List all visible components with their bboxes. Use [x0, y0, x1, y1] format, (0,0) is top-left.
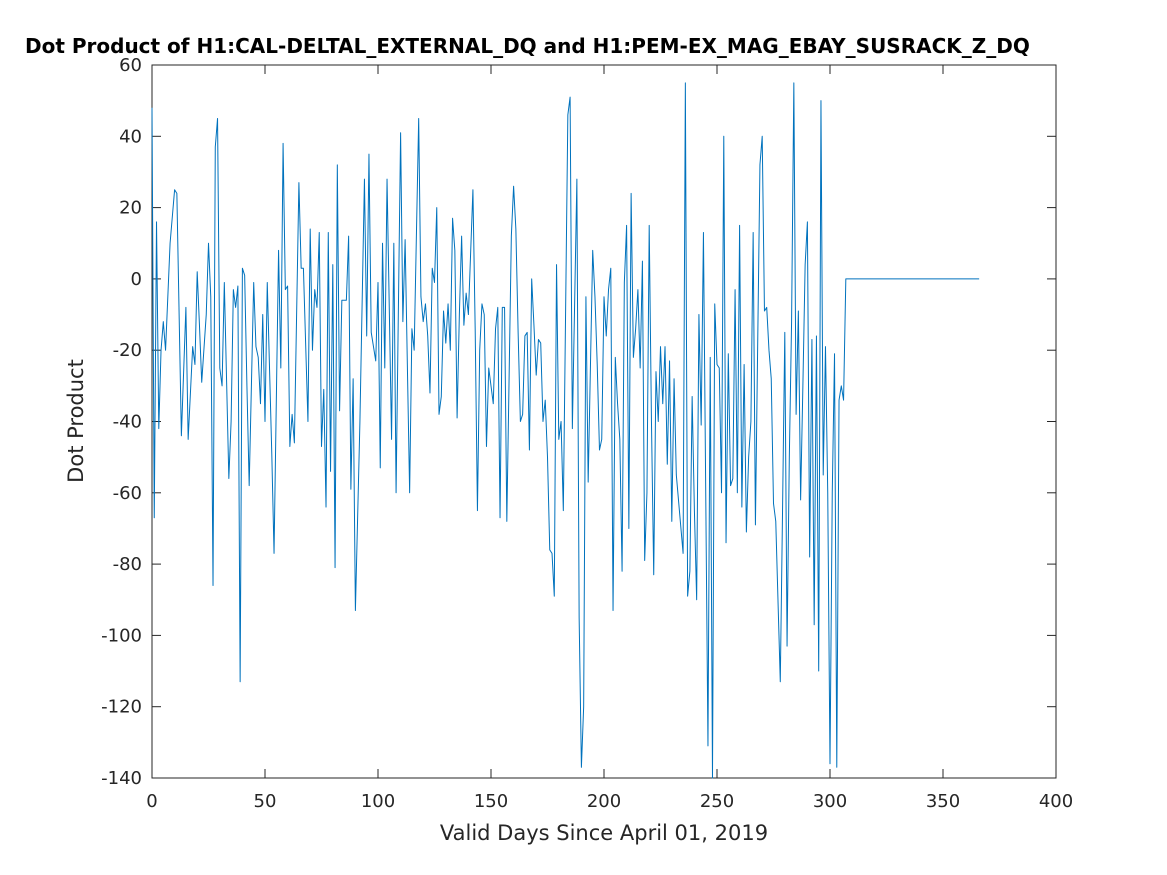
y-tick-label: -120: [101, 697, 142, 718]
x-axis-label: Valid Days Since April 01, 2019: [440, 821, 768, 845]
x-tick-label: 150: [474, 791, 508, 812]
x-tick-label: 200: [587, 791, 621, 812]
y-tick-label: -60: [113, 483, 142, 504]
x-tick-label: 300: [813, 791, 847, 812]
y-tick-label: 0: [131, 269, 142, 290]
x-tick-label: 250: [700, 791, 734, 812]
y-tick-label: -40: [113, 412, 142, 433]
y-tick-label: 60: [119, 55, 142, 76]
y-tick-label: 20: [119, 198, 142, 219]
x-tick-label: 0: [146, 791, 157, 812]
data-line: [151, 82, 980, 779]
y-axis-label: Dot Product: [64, 359, 88, 483]
y-tick-label: -80: [113, 554, 142, 575]
x-tick-label: 350: [926, 791, 960, 812]
x-tick-label: 100: [361, 791, 395, 812]
y-tick-label: -100: [101, 625, 142, 646]
y-tick-label: -140: [101, 768, 142, 789]
y-tick-label: 40: [119, 126, 142, 147]
x-tick-label: 400: [1039, 791, 1073, 812]
plot-area: [151, 64, 1057, 779]
chart-title: Dot Product of H1:CAL-DELTAL_EXTERNAL_DQ…: [25, 34, 1030, 58]
x-tick-label: 50: [254, 791, 277, 812]
y-tick-label: -20: [113, 340, 142, 361]
